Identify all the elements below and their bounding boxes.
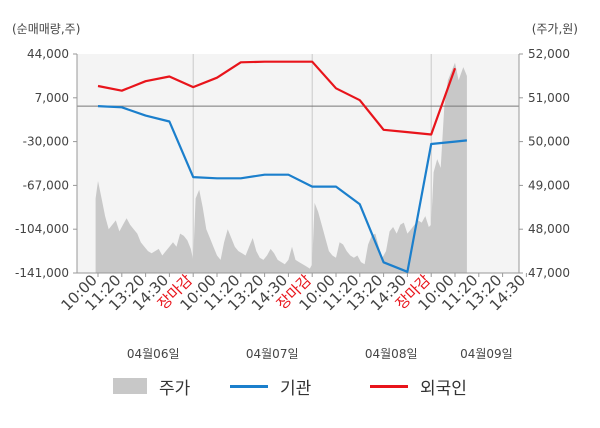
date-label: 04월06일: [127, 347, 180, 361]
series-area-price: [95, 62, 467, 273]
right-tick-label: 47,000: [528, 266, 570, 280]
right-axis-unit: (주가,원): [531, 22, 578, 36]
legend-item-institution: 기관: [230, 372, 311, 400]
right-tick-label: 48,000: [528, 222, 570, 236]
left-tick-label: -30,000: [23, 135, 69, 149]
legend-item-price: 주가: [113, 372, 190, 400]
legend-label-foreign: 외국인: [420, 378, 467, 399]
left-tick-label: -104,000: [15, 222, 69, 236]
date-label: 04월09일: [460, 347, 513, 361]
left-tick-label: 7,000: [35, 91, 69, 105]
legend-label-price: 주가: [159, 378, 191, 399]
legend-label-institution: 기관: [280, 378, 312, 399]
left-tick-label: -141,000: [15, 266, 69, 280]
legend-swatch-institution: [230, 384, 268, 388]
legend-item-foreign: 외국인: [370, 372, 467, 400]
right-tick-label: 52,000: [528, 47, 570, 61]
series-line-institution: [97, 105, 468, 273]
date-label: 04월08일: [365, 347, 418, 361]
legend-swatch-price: [113, 378, 147, 394]
legend-swatch-foreign: [370, 384, 408, 388]
left-axis-unit: (순매매량,주): [12, 22, 81, 36]
series-line-foreign: [97, 60, 457, 136]
left-tick-label: 44,000: [27, 47, 69, 61]
legend: 주가 기관 외국인: [0, 372, 600, 400]
date-label: 04월07일: [246, 347, 299, 361]
right-tick-label: 49,000: [528, 178, 570, 192]
left-tick-label: -67,000: [23, 178, 69, 192]
right-tick-label: 50,000: [528, 135, 570, 149]
right-tick-label: 51,000: [528, 91, 570, 105]
